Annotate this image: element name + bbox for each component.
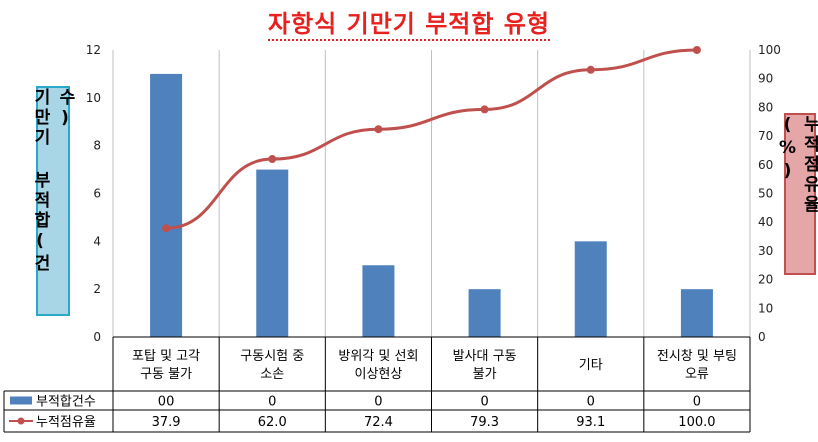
line-point (374, 125, 383, 134)
category-label: 소손 (260, 367, 284, 382)
left-axis-label: 기만기 부적합(건수) (30, 86, 75, 316)
right-tick-label: 80 (758, 100, 773, 114)
left-tick-label: 10 (86, 91, 101, 105)
left-tick-label: 12 (86, 43, 101, 57)
legend-label-line: 누적점유율 (36, 415, 96, 430)
line-point (162, 224, 171, 233)
category-label: 구동시험 중 (240, 349, 304, 364)
category-label: 오류 (685, 367, 709, 382)
category-label: 방위각 및 선회 (338, 349, 418, 364)
right-tick-label: 40 (758, 215, 773, 229)
right-tick-label: 50 (758, 187, 773, 201)
right-tick-label: 30 (758, 244, 773, 258)
line-point (692, 46, 701, 54)
line-point (586, 65, 595, 74)
right-tick-label: 90 (758, 72, 773, 86)
bar (150, 73, 183, 338)
chart-title: 자항식 기만기 부적합 유형 (0, 4, 818, 41)
table-cell: 100.0 (678, 415, 715, 430)
legend-label-bars: 부적합건수 (36, 395, 96, 410)
right-tick-label: 60 (758, 158, 773, 172)
bar (574, 241, 607, 337)
table-cell: 37.9 (152, 415, 181, 430)
category-label: 구동 불가 (140, 367, 192, 382)
right-tick-label: 0 (758, 330, 766, 344)
bar (468, 289, 501, 337)
category-label: 불가 (473, 367, 497, 382)
table-cell: 62.0 (258, 415, 287, 430)
bar (362, 265, 395, 337)
table-cell: 0 (693, 395, 701, 410)
category-label: 기타 (579, 358, 603, 373)
table-cell: 0 (480, 395, 488, 410)
left-tick-label: 0 (93, 330, 101, 344)
category-label: 발사대 구동 (453, 349, 517, 364)
legend-key-marker (17, 417, 25, 425)
right-tick-label: 10 (758, 301, 773, 315)
left-tick-label: 4 (93, 234, 101, 248)
table-cell: 0 (587, 395, 595, 410)
table-cell: 0 (374, 395, 382, 410)
category-label: 전시창 및 부팅 (657, 349, 737, 364)
bar (680, 289, 713, 337)
legend-key-bars (10, 396, 32, 405)
left-tick-label: 6 (93, 187, 101, 201)
right-tick-label: 100 (758, 43, 781, 57)
table-cell: 93.1 (576, 415, 605, 430)
right-axis-label: 누적점유율(%) (778, 113, 818, 275)
table-cell: 00 (158, 395, 175, 410)
left-tick-label: 2 (93, 282, 101, 296)
table-cell: 72.4 (364, 415, 393, 430)
line-point (480, 105, 489, 114)
bar (256, 169, 289, 337)
right-tick-label: 70 (758, 129, 773, 143)
cumulative-line (166, 48, 697, 230)
category-label: 이상현상 (354, 367, 402, 382)
left-tick-label: 8 (93, 139, 101, 153)
right-tick-label: 20 (758, 273, 773, 287)
table-cell: 79.3 (470, 415, 499, 430)
line-point (268, 155, 277, 164)
category-label: 포탑 및 고각 (132, 349, 200, 364)
table-cell: 0 (268, 395, 276, 410)
